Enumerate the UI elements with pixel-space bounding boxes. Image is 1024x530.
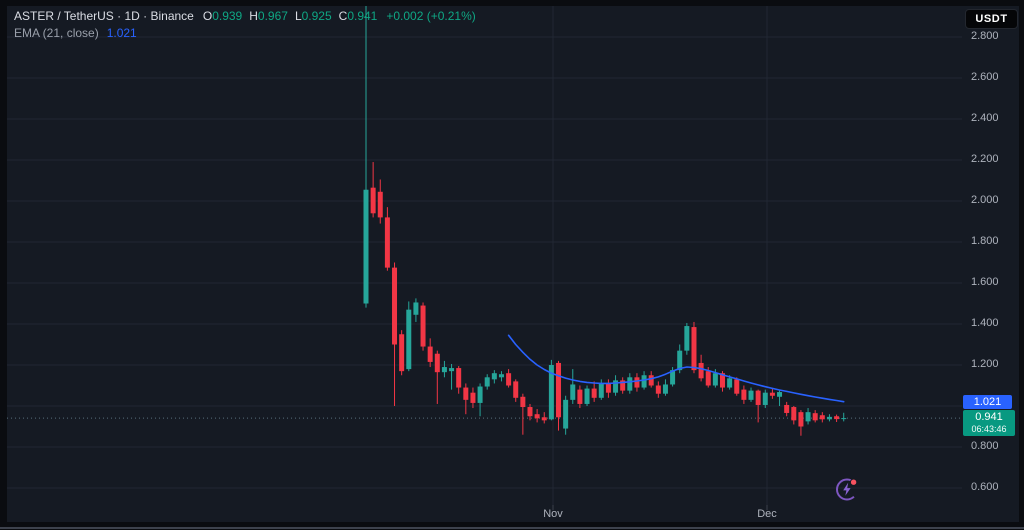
price-axis-label: 2.200 [971, 153, 999, 165]
close-value: 0.941 [347, 9, 378, 23]
price-axis-label: 2.400 [971, 112, 999, 124]
last-price-badge: 0.941 06:43:46 [963, 409, 1015, 436]
open-label: O [202, 9, 213, 23]
bar-countdown-timer: 06:43:46 [971, 423, 1007, 434]
high-label: H [249, 9, 258, 23]
chart-panel [7, 6, 1019, 522]
currency-usdt-button[interactable]: USDT [965, 9, 1018, 29]
time-axis-label: Nov [543, 508, 563, 520]
low-value: 0.925 [301, 9, 332, 23]
high-value: 0.967 [257, 9, 288, 23]
close-label: C [338, 9, 348, 23]
change-value: +0.002 (+0.21%) [386, 9, 476, 23]
price-axis-label: 1.600 [971, 276, 999, 288]
ema-price-badge: 1.021 [963, 394, 1012, 409]
flash-alert-button[interactable] [832, 474, 862, 504]
ema-price-badge-value: 1.021 [973, 395, 1002, 408]
price-axis-label: 0.800 [971, 440, 999, 452]
low-label: L [294, 9, 302, 23]
window-bottom-divider [0, 527, 1024, 529]
price-axis-label: 0.600 [971, 481, 999, 493]
price-axis-label: 2.600 [971, 71, 999, 83]
time-axis[interactable] [7, 505, 962, 522]
last-price-value: 0.941 [975, 410, 1003, 423]
price-axis-label: 2.800 [971, 30, 999, 42]
time-axis-label: Dec [757, 508, 777, 520]
lightning-icon [836, 478, 858, 501]
symbol-legend: ASTER / TetherUS · 1D · Binance O0.939 H0.… [14, 8, 476, 41]
price-axis-label: 2.000 [971, 194, 999, 206]
price-axis-label: 1.400 [971, 317, 999, 329]
indicator-legend-row: EMA (21, close) 1.021 [14, 25, 476, 41]
ema-indicator-value: 1.021 [106, 26, 137, 40]
open-value: 0.939 [212, 9, 243, 23]
price-axis-label: 1.800 [971, 235, 999, 247]
symbol-legend-row: ASTER / TetherUS · 1D · Binance O0.939 H0.… [14, 8, 476, 24]
ema-indicator-label[interactable]: EMA (21, close) [14, 26, 99, 40]
symbol-title[interactable]: ASTER / TetherUS · 1D · Binance [14, 9, 194, 23]
price-axis-label: 1.200 [971, 358, 999, 370]
